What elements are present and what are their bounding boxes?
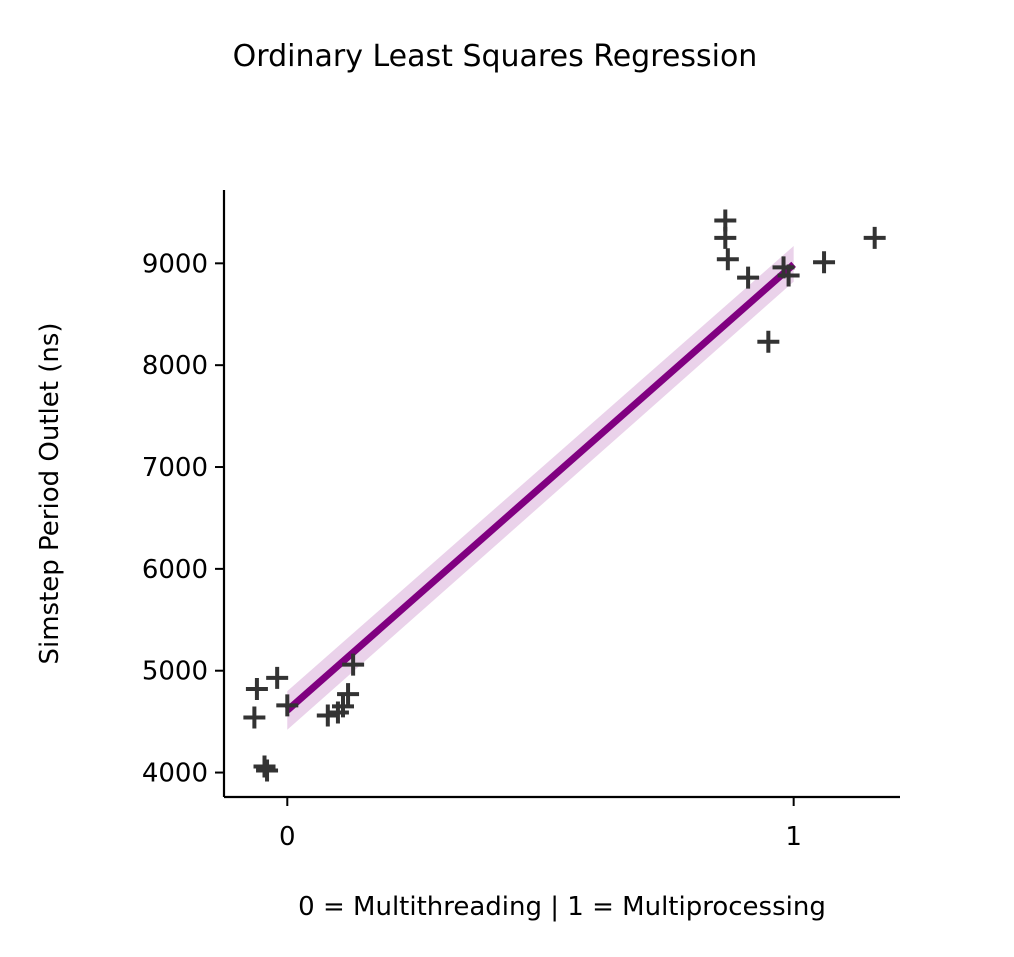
y-tick-label: 8000 (142, 351, 208, 381)
y-axis-ticks: 4000 5000 6000 7000 8000 9000 (142, 249, 224, 789)
scatter-point (276, 694, 299, 717)
y-tick-label: 9000 (142, 249, 208, 279)
x-tick-label: 1 (785, 822, 802, 852)
chart-title: Ordinary Least Squares Regression (233, 39, 758, 74)
scatter-point (253, 755, 276, 778)
y-axis-label: Simstep Period Outlet (ns) (35, 322, 65, 664)
scatter-point (316, 704, 339, 727)
scatter-points (243, 209, 886, 782)
scatter-point (243, 706, 266, 729)
y-axis: 4000 5000 6000 7000 8000 9000 Simstep Period … (35, 190, 226, 797)
x-tick-label: 0 (279, 822, 296, 852)
scatter-point (256, 759, 279, 782)
plot-area (243, 209, 886, 782)
scatter-point (266, 666, 289, 689)
scatter-point (342, 653, 365, 676)
regression-line (284, 261, 796, 714)
scatter-point (777, 264, 800, 287)
scatter-point (813, 251, 836, 274)
scatter-point (716, 248, 739, 271)
scatter-point (757, 330, 780, 353)
y-tick-label: 7000 (142, 453, 208, 483)
y-tick-label: 4000 (142, 759, 208, 789)
y-tick-label: 6000 (142, 555, 208, 585)
scatter-point (245, 678, 268, 701)
x-axis-label: 0 = Multithreading | 1 = Multiprocessing (298, 892, 826, 922)
scatter-point (737, 266, 760, 289)
scatter-point (337, 683, 360, 706)
scatter-point (863, 226, 886, 249)
scatter-point (714, 226, 737, 249)
scatter-point (331, 695, 354, 718)
y-tick-label: 5000 (142, 657, 208, 687)
